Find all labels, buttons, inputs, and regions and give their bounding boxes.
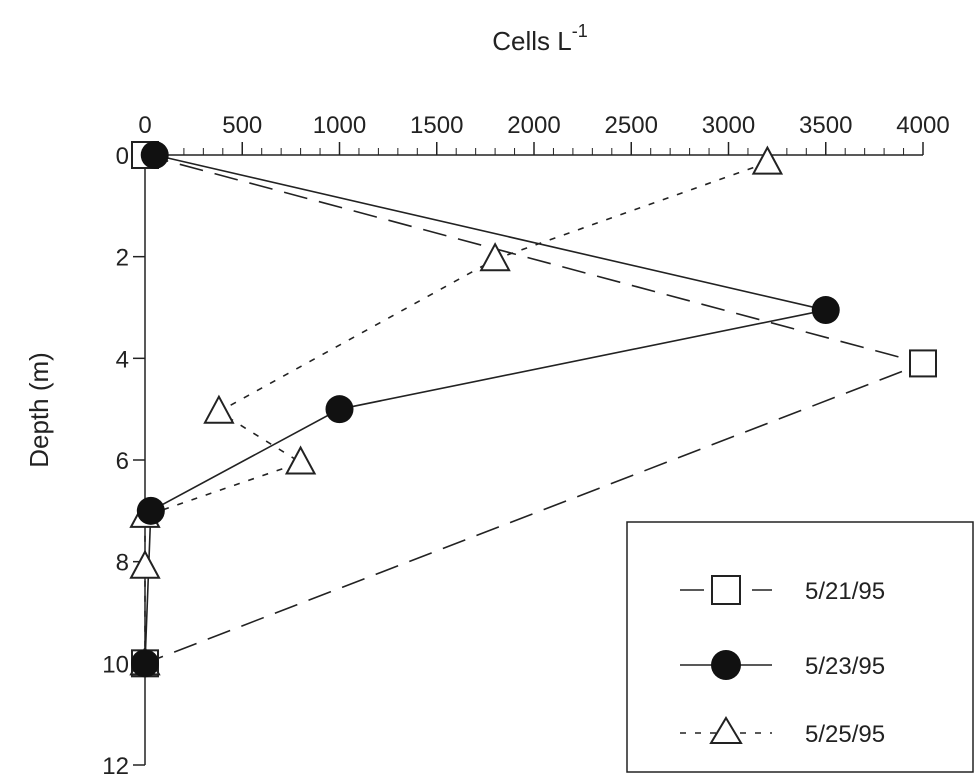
x-tick-label: 3000	[702, 112, 755, 139]
legend-frame	[626, 521, 974, 773]
marker-square	[909, 349, 937, 378]
legend-marker-circle	[711, 650, 741, 680]
legend: 5/21/95 5/23/95 5/25/95	[626, 521, 974, 773]
legend-entry-2: 5/23/95	[680, 650, 885, 680]
x-tick-label: 2000	[507, 112, 560, 139]
marker-triangle	[751, 145, 784, 175]
x-axis-title: Cells L-1	[492, 21, 588, 56]
legend-label-3: 5/25/95	[805, 721, 885, 748]
marker-triangle	[284, 445, 317, 475]
legend-label-1: 5/21/95	[805, 578, 885, 605]
y-tick-label: 4	[116, 346, 129, 373]
y-tick-label: 8	[116, 550, 129, 577]
x-axis-title-superscript: -1	[572, 21, 588, 41]
legend-label-2: 5/23/95	[805, 653, 885, 680]
y-tick-label: 0	[116, 143, 129, 170]
marker-triangle	[203, 394, 235, 424]
x-tick-label: 3500	[799, 112, 852, 139]
legend-entry-3: 5/25/95	[680, 716, 885, 748]
y-tick-label: 12	[102, 753, 129, 777]
marker-circle	[140, 141, 169, 169]
x-tick-label: 0	[138, 112, 151, 139]
plot-area	[129, 141, 937, 678]
y-tick-label: 10	[102, 651, 129, 678]
marker-circle	[131, 649, 159, 678]
marker-circle	[325, 395, 354, 424]
x-tick-label: 4000	[896, 112, 949, 139]
marker-circle	[136, 496, 165, 525]
y-tick-label: 6	[116, 448, 129, 475]
legend-marker-square	[711, 575, 741, 605]
x-tick-label: 2500	[605, 112, 658, 139]
y-axis-title: Depth (m)	[24, 352, 54, 468]
x-tick-label: 1500	[410, 112, 463, 139]
y-tick-label: 2	[116, 245, 129, 272]
axes: 0 500 1000 1500 2000 2500 3000 3500 4000 0 2 4 6 8 10 1…	[102, 112, 949, 777]
x-tick-label: 1000	[313, 112, 366, 139]
marker-triangle	[479, 242, 511, 272]
legend-entry-1: 5/21/95	[680, 575, 885, 605]
marker-circle	[811, 296, 840, 325]
x-tick-label: 500	[222, 112, 262, 139]
legend-marker-triangle	[709, 716, 743, 744]
marker-triangle	[129, 549, 161, 579]
x-axis-title-main: Cells L	[492, 26, 571, 56]
